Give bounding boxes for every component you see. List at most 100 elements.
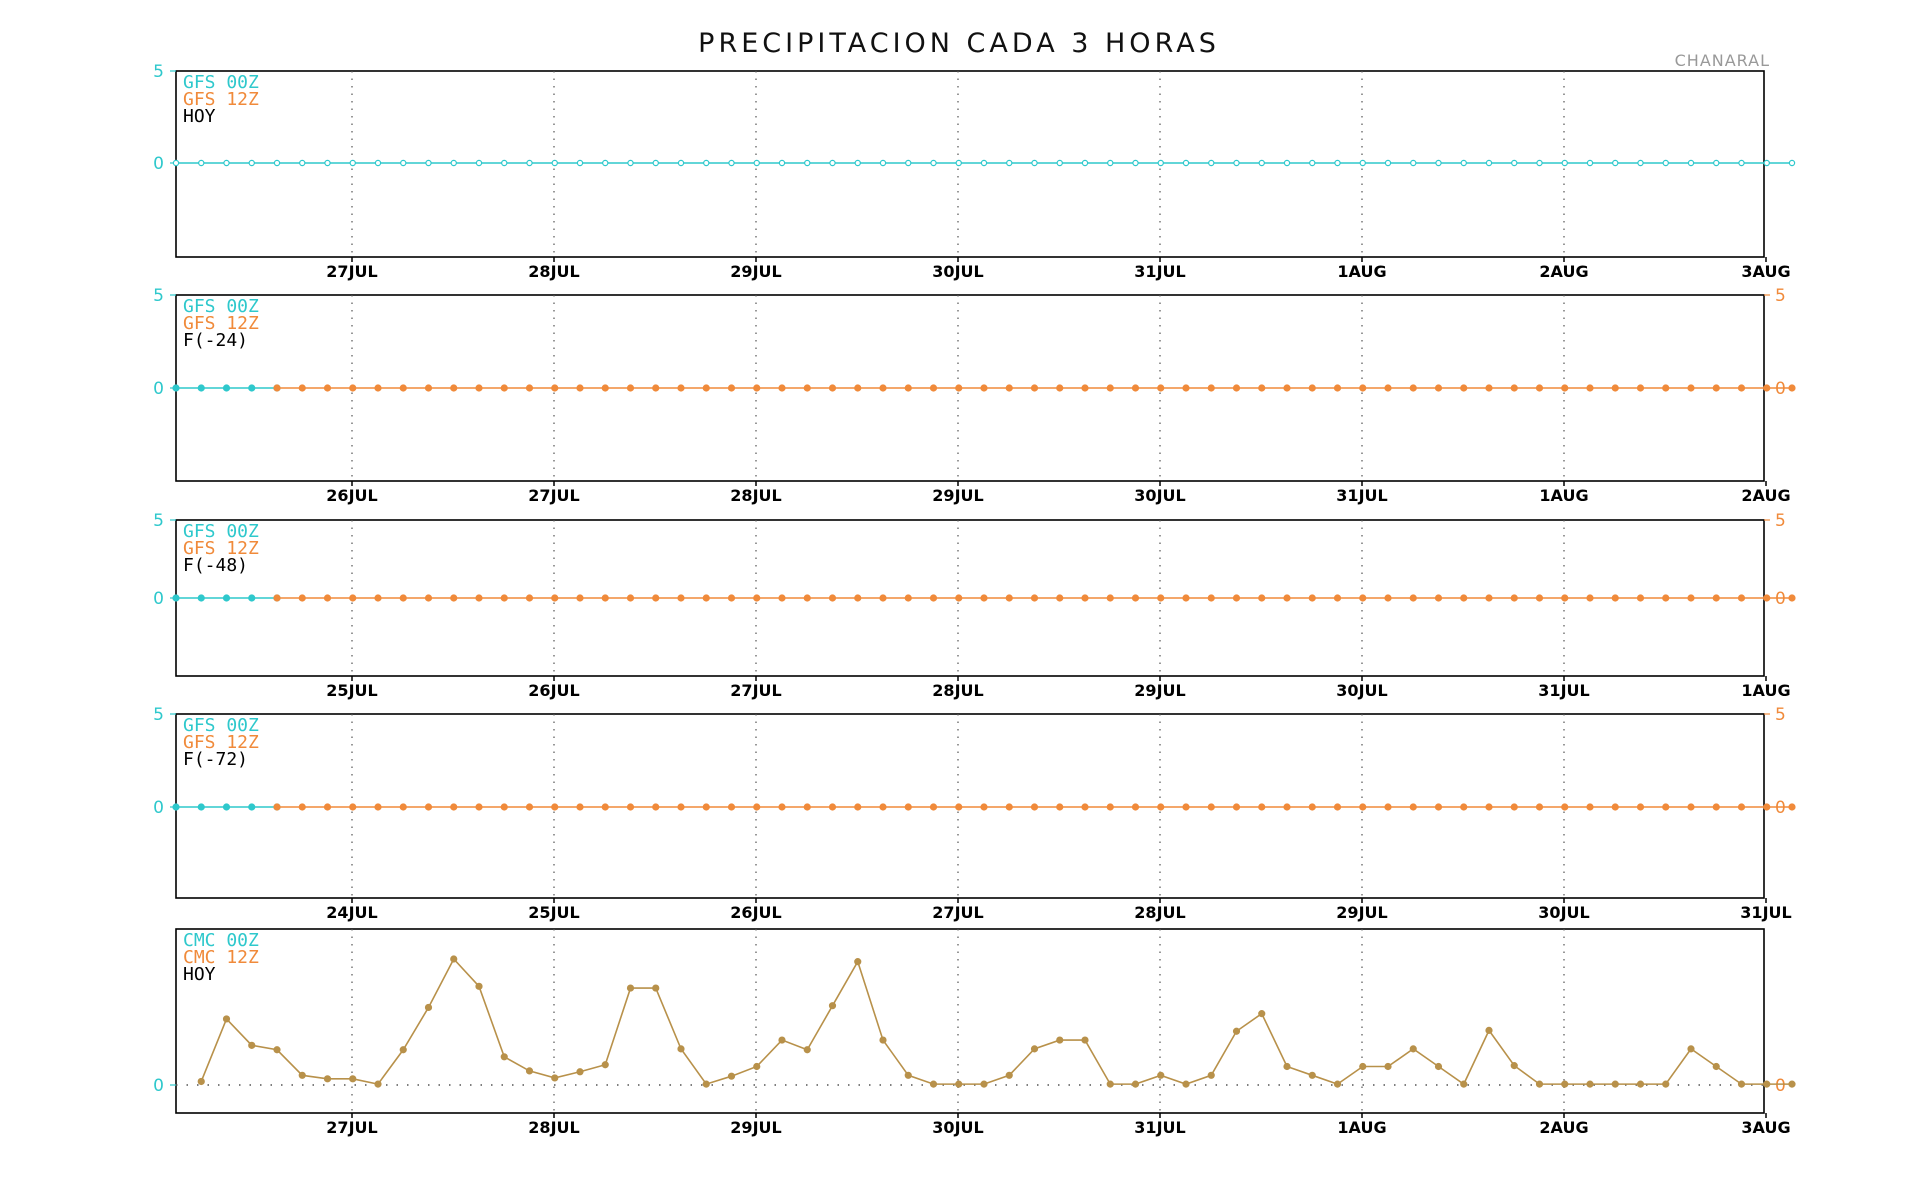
x-tick-label: 29JUL <box>730 1118 781 1137</box>
data-point <box>727 803 736 811</box>
data-point <box>197 594 205 602</box>
data-point <box>1611 594 1619 602</box>
data-point <box>374 159 382 167</box>
station-name: CHANARAL <box>1675 51 1770 70</box>
data-point <box>727 1072 736 1080</box>
data-point <box>803 594 811 602</box>
data-point <box>324 159 331 167</box>
x-tick-label: 2AUG <box>1539 1118 1588 1137</box>
data-point <box>1056 384 1064 392</box>
data-point <box>323 803 332 811</box>
data-point <box>601 384 609 392</box>
data-point <box>1636 803 1645 811</box>
data-point <box>1662 803 1670 811</box>
data-point <box>374 594 382 602</box>
data-point <box>1712 384 1720 392</box>
data-point <box>829 159 836 167</box>
data-point <box>803 1046 811 1054</box>
data-point <box>1030 1045 1039 1053</box>
data-point <box>500 803 508 811</box>
data-point <box>1687 159 1695 167</box>
data-point <box>525 594 534 602</box>
data-point <box>804 159 811 167</box>
data-point <box>273 594 281 602</box>
data-point <box>1637 159 1644 167</box>
data-point <box>1510 594 1518 602</box>
data-point <box>1106 384 1114 392</box>
data-point <box>1309 159 1316 167</box>
data-point <box>879 1036 887 1044</box>
data-point <box>1409 384 1417 392</box>
data-point <box>879 594 887 602</box>
data-point <box>323 594 332 602</box>
data-point <box>778 159 786 167</box>
x-tick-label: 1AUG <box>1337 1118 1386 1137</box>
data-point <box>1586 803 1594 811</box>
data-point <box>1258 384 1266 392</box>
data-point <box>273 384 281 392</box>
data-point <box>1434 594 1443 602</box>
data-point <box>1107 159 1114 167</box>
data-point <box>525 384 534 392</box>
data-point <box>400 159 407 167</box>
data-point <box>1409 1045 1417 1053</box>
x-tick-label: 2AUG <box>1741 486 1790 505</box>
data-point <box>753 1062 761 1071</box>
data-point <box>172 159 180 167</box>
data-point <box>728 159 735 167</box>
data-point <box>1258 159 1265 167</box>
data-point <box>1434 384 1443 392</box>
data-point <box>1359 159 1366 167</box>
data-point <box>626 803 635 811</box>
x-tick-label: 30JUL <box>1134 486 1185 505</box>
data-point <box>1081 594 1089 602</box>
data-point <box>828 384 837 392</box>
data-point <box>905 159 912 167</box>
data-point <box>1182 1080 1190 1088</box>
data-point <box>222 594 231 602</box>
data-point <box>475 803 483 811</box>
data-point <box>323 1075 332 1083</box>
y-tick-label-left: 0 <box>153 1076 164 1096</box>
data-point <box>1030 384 1039 392</box>
data-point <box>1359 594 1367 602</box>
data-point <box>904 803 912 811</box>
data-point <box>1788 1080 1796 1088</box>
y-tick-label-left: 0 <box>153 798 164 818</box>
x-tick-label: 26JUL <box>730 903 781 922</box>
data-point <box>1207 1071 1215 1079</box>
data-point <box>930 159 937 167</box>
legend-entry: CMC 00Z <box>183 930 259 951</box>
data-point <box>1662 1080 1670 1088</box>
data-point <box>854 384 862 392</box>
data-point <box>677 803 685 811</box>
data-point <box>778 803 786 811</box>
data-point <box>929 594 938 602</box>
panel-frame <box>175 70 1765 258</box>
data-point <box>627 159 634 167</box>
x-tick-label: 29JUL <box>932 486 983 505</box>
data-point <box>1182 803 1190 811</box>
data-point <box>450 594 458 602</box>
data-point <box>1131 803 1140 811</box>
legend-entry: GFS 00Z <box>183 72 259 93</box>
data-point <box>854 159 861 167</box>
data-point <box>1561 1080 1569 1088</box>
data-point <box>1308 594 1316 602</box>
data-point <box>1182 594 1190 602</box>
data-point <box>248 594 256 602</box>
x-tick-label: 27JUL <box>326 1118 377 1137</box>
data-point <box>1636 594 1645 602</box>
data-point <box>222 384 231 392</box>
data-point <box>450 384 458 392</box>
data-point <box>1713 159 1720 167</box>
data-point <box>1131 1080 1140 1088</box>
data-point <box>399 803 407 811</box>
data-point <box>424 1003 433 1012</box>
y-tick-label-right: 5 <box>1775 511 1786 531</box>
data-point <box>1410 159 1417 167</box>
data-point <box>980 384 988 392</box>
data-point <box>702 803 710 811</box>
data-point <box>1232 803 1241 811</box>
data-point <box>1636 384 1645 392</box>
